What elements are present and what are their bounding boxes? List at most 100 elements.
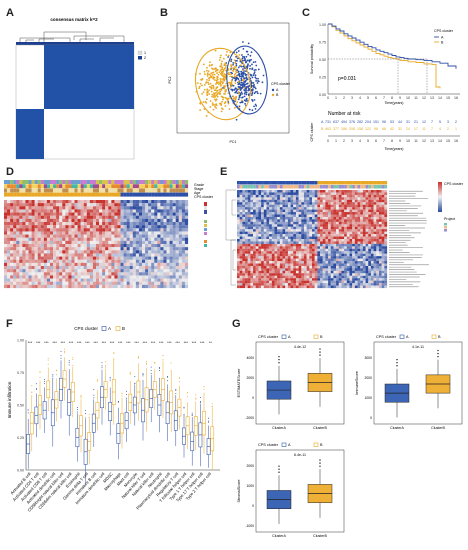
heatmap-cell — [80, 250, 84, 254]
heatmap-cell — [77, 225, 81, 229]
heatmap-cell — [263, 246, 267, 249]
heatmap-cell — [31, 240, 35, 245]
heatmap-cell — [269, 224, 272, 227]
heatmap-cell — [74, 222, 78, 226]
heatmap-cell — [50, 247, 54, 251]
heatmap-d-annotations — [4, 180, 189, 197]
heatmap-cell — [341, 224, 345, 227]
heatmap-cell — [151, 212, 155, 216]
pca-point-b — [220, 95, 223, 98]
heatmap-cell — [46, 228, 51, 232]
heatmap-cell — [295, 190, 299, 193]
risk-value: 31 — [398, 127, 402, 131]
heatmap-cell — [77, 228, 81, 232]
heatmap-cell — [309, 239, 313, 242]
heatmap-cell — [269, 243, 272, 247]
heatmap-cell — [89, 266, 94, 270]
heatmap-cell — [285, 263, 288, 267]
heatmap-cell — [37, 259, 41, 263]
heatmap-cell — [250, 273, 254, 276]
annotation-cell — [77, 188, 81, 193]
heatmap-cell — [330, 202, 334, 205]
heatmap-cell — [373, 253, 377, 257]
pca-point-b — [216, 92, 219, 95]
risk-value: 4 — [439, 127, 441, 131]
pca-point-a — [254, 91, 257, 93]
heatmap-cell — [138, 206, 143, 210]
heatmap-cell — [242, 194, 246, 198]
heatmap-cell — [303, 258, 307, 262]
heatmap-cell — [298, 268, 302, 271]
heatmap-cell — [333, 253, 337, 257]
heatmap-cell — [378, 251, 382, 254]
heatmap-cell — [370, 273, 374, 276]
heatmap-cell — [89, 269, 94, 273]
pca-point-a — [240, 81, 243, 84]
heatmap-cell — [178, 206, 182, 210]
heatmap-cell — [105, 231, 109, 235]
heatmap-cell — [22, 250, 26, 254]
heatmap-cell — [384, 270, 388, 274]
heatmap-cell — [269, 263, 272, 267]
heatmap-cell — [31, 215, 35, 219]
heatmap-cell — [247, 204, 251, 208]
heatmap-cell — [338, 214, 342, 218]
heatmap-cell — [4, 281, 8, 285]
heatmap-cell — [378, 234, 382, 237]
annotation-cell — [298, 181, 302, 185]
heatmap-cell — [50, 256, 54, 260]
heatmap-cell — [135, 215, 140, 219]
heatmap-cell — [250, 258, 254, 262]
heatmap-cell — [362, 202, 366, 205]
heatmap-cell — [53, 231, 57, 235]
heatmap-cell — [250, 194, 254, 198]
heatmap-cell — [129, 231, 133, 235]
heatmap-cell — [22, 269, 26, 273]
heatmap-cell — [277, 229, 280, 232]
heatmap-cell — [293, 226, 297, 230]
heatmap-cell — [354, 248, 358, 252]
heatmap-cell — [266, 197, 270, 200]
heatmap-cell — [65, 212, 69, 216]
heatmap-cell — [306, 231, 310, 235]
pca-point-b — [219, 80, 222, 83]
heatmap-cell — [123, 222, 127, 226]
heatmap-cell — [357, 229, 361, 232]
annotation-cell — [40, 184, 44, 189]
panel-letter-e: E — [220, 166, 228, 178]
heatmap-cell — [68, 284, 72, 289]
pca-point-a — [242, 41, 244, 43]
heatmap-cell — [132, 253, 136, 257]
pca-point-b — [212, 94, 215, 97]
annotation-cell — [129, 184, 133, 189]
heatmap-cell — [266, 253, 270, 257]
heatmap-cell — [59, 212, 63, 216]
heatmap-cell — [166, 218, 170, 223]
pca-point-b — [223, 79, 226, 82]
annotation-cell — [354, 181, 358, 185]
heatmap-cell — [19, 231, 23, 235]
heatmap-cell — [4, 200, 8, 204]
heatmap-cell — [253, 278, 256, 281]
heatmap-cell — [376, 212, 380, 215]
heatmap-cell — [277, 214, 280, 218]
annotation-cell — [65, 188, 69, 193]
heatmap-cell — [117, 237, 121, 241]
pca-point-b — [205, 115, 208, 117]
heatmap-cell — [19, 206, 23, 210]
heatmap-cell — [362, 212, 366, 215]
pca-point-b — [217, 81, 220, 84]
heatmap-cell — [62, 225, 66, 229]
annotation-cell — [381, 181, 385, 185]
heatmap-cell — [346, 278, 350, 281]
heatmap-cell — [46, 237, 51, 241]
heatmap-cell — [282, 273, 286, 276]
heatmap-cell — [360, 265, 363, 269]
heatmap-cell — [53, 212, 57, 216]
heatmap-cell — [40, 215, 44, 219]
heatmap-cell — [255, 212, 259, 215]
heatmap-cell — [71, 259, 75, 263]
heatmap-cell — [370, 253, 374, 257]
heatmap-cell — [132, 203, 136, 207]
heatmap-cell — [166, 247, 170, 251]
